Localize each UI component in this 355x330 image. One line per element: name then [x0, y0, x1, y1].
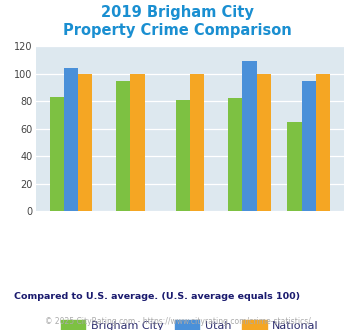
Bar	[316, 74, 330, 211]
Bar	[50, 97, 64, 211]
Bar	[190, 74, 204, 211]
Bar	[116, 81, 130, 211]
Bar	[130, 74, 145, 211]
Bar	[78, 74, 92, 211]
Bar	[288, 122, 302, 211]
Text: 2019 Brigham City: 2019 Brigham City	[101, 5, 254, 20]
Bar	[228, 98, 242, 211]
Bar	[176, 100, 190, 211]
Bar	[64, 68, 78, 211]
Legend: Brigham City, Utah, National: Brigham City, Utah, National	[56, 316, 323, 330]
Bar	[242, 61, 257, 211]
Text: Property Crime Comparison: Property Crime Comparison	[63, 23, 292, 38]
Text: © 2025 CityRating.com - https://www.cityrating.com/crime-statistics/: © 2025 CityRating.com - https://www.city…	[45, 317, 310, 326]
Text: Compared to U.S. average. (U.S. average equals 100): Compared to U.S. average. (U.S. average …	[14, 292, 300, 301]
Bar	[257, 74, 271, 211]
Bar	[302, 81, 316, 211]
